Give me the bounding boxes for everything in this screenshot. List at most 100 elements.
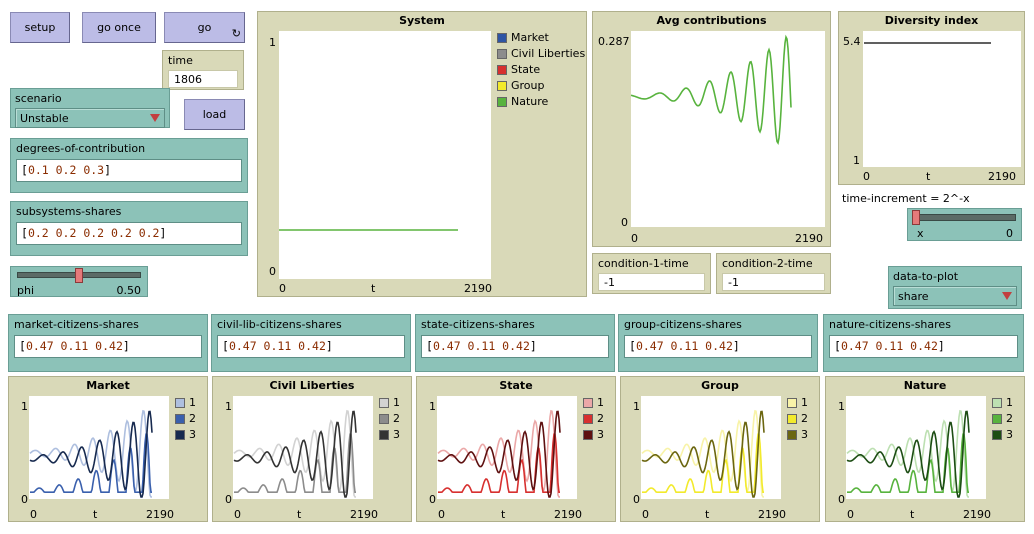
nature-plot-canvas [846,396,986,499]
nature-xmin: 0 [847,508,854,521]
subsystems-shares-label: subsystems-shares [16,205,122,218]
dropdown-arrow-icon [150,114,160,122]
nature-legend: 1 2 3 [992,395,1013,443]
market-series-2 [30,433,152,493]
legend-label: Market [511,31,549,44]
avg-plot-canvas [630,31,825,227]
subsystems-shares-field[interactable]: [0.2 0.2 0.2 0.2 0.2] [16,222,242,245]
nature-series-2 [847,433,969,493]
load-button[interactable]: load [184,99,245,130]
state-series-3 [437,410,561,498]
market-ymax: 1 [21,400,28,413]
legend-swatch [583,398,593,408]
data-to-plot-label: data-to-plot [893,270,959,283]
legend-label: 1 [189,396,196,409]
x-track[interactable] [914,214,1016,221]
avg-plot-svg [630,34,792,146]
legend-swatch [497,97,507,107]
diversity-plot-canvas [863,31,1021,167]
diversity-xmin: 0 [863,170,870,183]
state-xlabel: t [501,508,506,521]
legend-swatch [787,398,797,408]
civil-liberties-series-2 [234,433,356,493]
condition-2-label: condition-2-time [722,257,813,270]
legend-label: Group [511,79,545,92]
legend-item: 2 [992,411,1013,427]
x-handle[interactable] [912,210,920,225]
group-series-3 [641,410,765,498]
legend-swatch [175,398,185,408]
group-plot-title: Group [701,379,739,392]
state-series-2 [438,433,560,493]
legend-label: 3 [597,428,604,441]
system-ymin: 0 [269,265,276,278]
legend-swatch [175,430,185,440]
scenario-chooser[interactable]: scenario Unstable [10,88,170,128]
state-plot-title: State [499,379,533,392]
legend-state: State [497,62,585,78]
input-value: 0.47 0.11 0.42 [25,339,123,353]
civil-lib-citizens-shares-input: civil-lib-citizens-shares [0.47 0.11 0.4… [211,314,411,372]
legend-item: 1 [379,395,400,411]
group-xmin: 0 [642,508,649,521]
legend-label: 2 [1006,412,1013,425]
scenario-select[interactable]: Unstable [15,108,165,128]
state-citizens-shares-input: state-citizens-shares [0.47 0.11 0.42] [415,314,615,372]
nature-citizens-shares-input: nature-citizens-shares [0.47 0.11 0.42] [823,314,1024,372]
data-to-plot-select[interactable]: share [893,286,1017,306]
degrees-of-contribution-field[interactable]: [0.1 0.2 0.3] [16,159,242,182]
system-xmax: 2190 [464,282,492,295]
degrees-of-contribution-input: degrees-of-contribution [0.1 0.2 0.3] [10,138,248,193]
avg-plot-title: Avg contributions [656,14,767,27]
state-ymax: 1 [429,400,436,413]
phi-handle[interactable] [75,268,83,283]
input-value: 0.47 0.11 0.42 [432,339,530,353]
x-slider[interactable]: x 0 [907,208,1022,241]
go-once-button[interactable]: go once [82,12,156,43]
diversity-ymin: 1 [853,154,860,167]
civil-liberties-xmin: 0 [234,508,241,521]
state-xmax: 2190 [554,508,582,521]
legend-swatch [497,65,507,75]
civil-liberties-legend: 1 2 3 [379,395,400,443]
civil-liberties-series-3 [233,410,357,498]
legend-item: 1 [787,395,808,411]
diversity-ymax: 5.4 [843,35,861,48]
data-to-plot-value: share [898,289,929,303]
condition-2-monitor: condition-2-time -1 [716,253,831,294]
group-xmax: 2190 [758,508,786,521]
group-citizens-shares-field[interactable]: [0.47 0.11 0.42] [624,335,812,358]
market-plot-title: Market [86,379,130,392]
legend-swatch [379,414,389,424]
legend-swatch [583,414,593,424]
condition-2-value: -1 [722,273,825,291]
avg-contributions-plot: Avg contributions 0.287 0 0 2190 [592,11,831,247]
go-forever-button[interactable]: go ↻ [164,12,245,43]
state-citizens-shares-field[interactable]: [0.47 0.11 0.42] [421,335,609,358]
phi-slider[interactable]: phi 0.50 [10,266,148,297]
market-citizens-shares-field[interactable]: [0.47 0.11 0.42] [14,335,202,358]
setup-button[interactable]: setup [10,12,70,43]
system-plot-canvas [279,31,491,279]
scenario-value: Unstable [20,111,69,125]
legend-label: State [511,63,541,76]
data-to-plot-chooser[interactable]: data-to-plot share [888,266,1022,309]
legend-civil-liberties: Civil Liberties [497,46,585,62]
civil-lib-citizens-shares-field[interactable]: [0.47 0.11 0.42] [217,335,405,358]
civil-liberties-xlabel: t [297,508,302,521]
go-label: go [197,21,212,34]
nature-citizens-shares-field[interactable]: [0.47 0.11 0.42] [829,335,1018,358]
degrees-of-contribution-value: 0.1 0.2 0.3 [27,163,105,177]
nature-plot: Nature 1 0 0 t 2190 1 2 3 [825,376,1025,522]
load-label: load [202,108,227,121]
legend-item: 2 [583,411,604,427]
legend-group: Group [497,78,585,94]
legend-label: 3 [1006,428,1013,441]
legend-label: 2 [393,412,400,425]
input-label: market-citizens-shares [14,318,139,331]
state-xmin: 0 [438,508,445,521]
subsystems-shares-value: 0.2 0.2 0.2 0.2 0.2 [27,226,160,240]
setup-label: setup [24,21,56,34]
legend-label: 1 [801,396,808,409]
condition-1-value: -1 [598,273,705,291]
